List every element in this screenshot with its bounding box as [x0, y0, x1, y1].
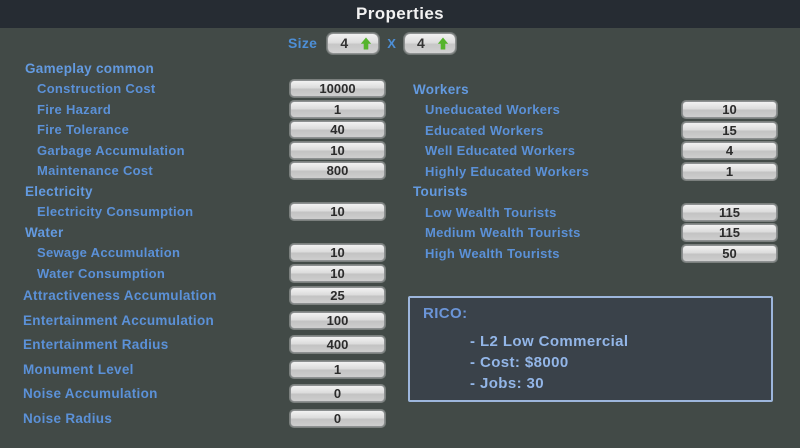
field-row: Fire Tolerance	[20, 120, 385, 141]
field-row: Entertainment Radius	[20, 333, 385, 358]
section-header-electricity: Electricity	[25, 183, 93, 199]
size-height-input[interactable]	[409, 35, 432, 51]
field-label: Highly Educated Workers	[425, 163, 590, 179]
field-label: Well Educated Workers	[425, 143, 576, 159]
attractiveness-accumulation-input[interactable]	[290, 287, 385, 305]
rico-line-type: - L2 Low Commercial	[470, 333, 629, 350]
section-header-tourists: Tourists	[413, 184, 468, 200]
field-label: Uneducated Workers	[425, 102, 561, 118]
field-row: Medium Wealth Tourists	[408, 223, 777, 244]
spacer	[408, 58, 777, 79]
field-label: Construction Cost	[37, 81, 156, 97]
size-height-increase-button[interactable]	[436, 36, 450, 51]
field-row: Educated Workers	[408, 120, 777, 141]
monument-level-input[interactable]	[290, 360, 385, 378]
entertainment-accumulation-input[interactable]	[290, 311, 385, 329]
field-label: Fire Hazard	[37, 101, 112, 117]
right-column: Workers Uneducated Workers Educated Work…	[408, 58, 777, 264]
field-row: Noise Radius	[20, 406, 385, 431]
field-row: Garbage Accumulation	[20, 140, 385, 161]
field-label: Noise Radius	[23, 410, 113, 426]
field-row: Water Consumption	[20, 263, 385, 284]
field-row: Noise Accumulation	[20, 382, 385, 407]
field-row: Attractiveness Accumulation	[20, 284, 385, 309]
size-height-spinner[interactable]	[403, 32, 456, 54]
maintenance-cost-input[interactable]	[290, 162, 385, 180]
highly-educated-workers-input[interactable]	[682, 162, 777, 180]
field-row: Well Educated Workers	[408, 141, 777, 162]
field-label: High Wealth Tourists	[425, 245, 560, 261]
field-row: Maintenance Cost	[20, 161, 385, 182]
fire-tolerance-input[interactable]	[290, 121, 385, 139]
section-header-workers: Workers	[413, 81, 469, 97]
water-consumption-input[interactable]	[290, 264, 385, 282]
left-column: Gameplay common Construction Cost Fire H…	[20, 58, 385, 431]
field-label: Low Wealth Tourists	[425, 204, 557, 220]
field-label: Entertainment Accumulation	[23, 312, 215, 328]
up-arrow-icon	[437, 37, 449, 49]
field-label: Electricity Consumption	[37, 204, 194, 220]
construction-cost-input[interactable]	[290, 80, 385, 98]
rico-title: RICO:	[423, 305, 468, 322]
field-row: Low Wealth Tourists	[408, 202, 777, 223]
rico-line-jobs: - Jobs: 30	[470, 375, 545, 392]
rico-lines: - L2 Low Commercial - Cost: $8000 - Jobs…	[470, 331, 771, 394]
size-width-increase-button[interactable]	[359, 36, 373, 51]
noise-radius-input[interactable]	[290, 409, 385, 427]
size-separator: X	[387, 35, 396, 51]
well-educated-workers-input[interactable]	[682, 142, 777, 160]
field-row: High Wealth Tourists	[408, 243, 777, 264]
field-row: Electricity Consumption	[20, 202, 385, 223]
field-label: Entertainment Radius	[23, 337, 169, 353]
electricity-consumption-input[interactable]	[290, 203, 385, 221]
rico-line-cost: - Cost: $8000	[470, 354, 569, 371]
garbage-accumulation-input[interactable]	[290, 141, 385, 159]
medium-wealth-tourists-input[interactable]	[682, 224, 777, 242]
size-width-input[interactable]	[333, 35, 356, 51]
fire-hazard-input[interactable]	[290, 100, 385, 118]
field-label: Educated Workers	[425, 122, 544, 138]
field-label: Maintenance Cost	[37, 163, 154, 179]
field-label: Attractiveness Accumulation	[23, 288, 217, 304]
titlebar: Properties	[0, 0, 800, 28]
section-header-water: Water	[25, 224, 64, 240]
high-wealth-tourists-input[interactable]	[682, 244, 777, 262]
section-header-gameplay-common: Gameplay common	[25, 60, 155, 76]
field-row: Construction Cost	[20, 79, 385, 100]
size-width-spinner[interactable]	[327, 32, 380, 54]
noise-accumulation-input[interactable]	[290, 385, 385, 403]
field-label: Water Consumption	[37, 265, 166, 281]
field-row: Uneducated Workers	[408, 100, 777, 121]
rico-info-box: RICO: - L2 Low Commercial - Cost: $8000 …	[408, 296, 773, 402]
field-label: Garbage Accumulation	[37, 142, 185, 158]
low-wealth-tourists-input[interactable]	[682, 203, 777, 221]
field-label: Noise Accumulation	[23, 386, 158, 402]
entertainment-radius-input[interactable]	[290, 336, 385, 354]
sewage-accumulation-input[interactable]	[290, 244, 385, 262]
field-row: Entertainment Accumulation	[20, 308, 385, 333]
field-row: Sewage Accumulation	[20, 243, 385, 264]
field-row: Monument Level	[20, 357, 385, 382]
up-arrow-icon	[361, 37, 372, 49]
panel-title: Properties	[355, 4, 445, 23]
field-row: Fire Hazard	[20, 99, 385, 120]
size-label: Size	[288, 35, 318, 51]
educated-workers-input[interactable]	[682, 121, 777, 139]
size-row: Size X	[288, 32, 456, 54]
field-label: Monument Level	[23, 361, 134, 377]
field-label: Medium Wealth Tourists	[425, 225, 581, 241]
field-label: Sewage Accumulation	[37, 245, 181, 261]
field-row: Highly Educated Workers	[408, 161, 777, 182]
uneducated-workers-input[interactable]	[682, 101, 777, 119]
field-label: Fire Tolerance	[37, 122, 130, 138]
